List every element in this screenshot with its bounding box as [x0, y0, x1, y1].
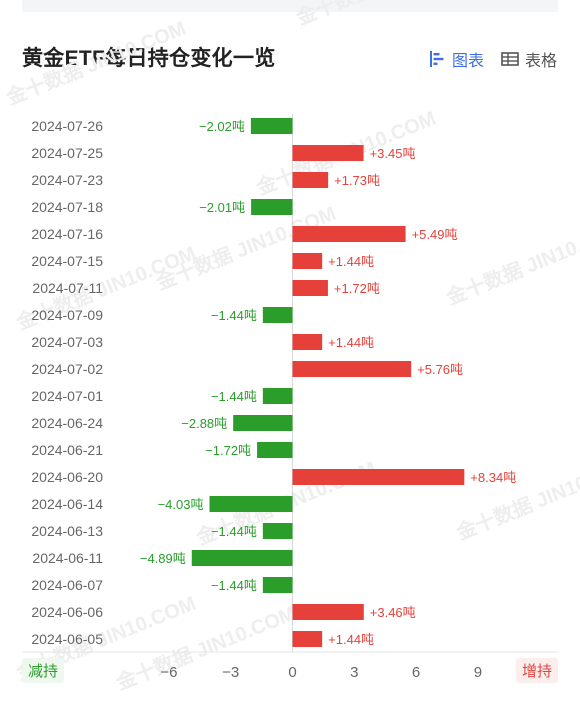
bar	[292, 280, 328, 296]
category-label: 2024-06-11	[32, 550, 103, 566]
data-label: −2.02吨	[199, 119, 245, 134]
data-label: −1.44吨	[211, 389, 257, 404]
top-strip	[22, 0, 558, 12]
category-label: 2024-07-01	[31, 388, 103, 404]
category-label: 2024-06-14	[31, 496, 103, 512]
category-label: 2024-07-16	[31, 226, 103, 242]
svg-text:金十数据 JIN10.COM: 金十数据 JIN10.COM	[442, 216, 580, 310]
x-tick-label: −3	[222, 664, 239, 681]
data-label: −1.44吨	[211, 578, 257, 593]
category-label: 2024-06-13	[31, 523, 103, 539]
category-label: 2024-07-09	[31, 307, 103, 323]
data-label: +1.44吨	[328, 335, 374, 350]
category-label: 2024-06-20	[31, 469, 103, 485]
bar	[251, 199, 293, 215]
data-label: −1.44吨	[211, 524, 257, 539]
bar	[257, 442, 293, 458]
data-label: −2.01吨	[199, 200, 245, 215]
bar	[292, 172, 329, 188]
data-label: −4.03吨	[158, 497, 204, 512]
category-label: 2024-06-06	[31, 604, 103, 620]
bar	[262, 577, 293, 593]
legend-increase: 增持	[516, 658, 559, 683]
category-label: 2024-06-24	[31, 415, 103, 431]
bar	[292, 226, 406, 242]
bar	[292, 604, 364, 620]
category-label: 2024-06-05	[31, 631, 103, 647]
category-label: 2024-07-03	[31, 334, 103, 350]
data-label: +1.44吨	[328, 632, 374, 647]
data-label: −2.88吨	[181, 416, 227, 431]
data-label: −1.44吨	[211, 308, 257, 323]
data-label: +1.73吨	[334, 173, 380, 188]
x-tick-label: 9	[474, 664, 482, 681]
category-label: 2024-07-25	[31, 145, 103, 161]
bar	[209, 496, 293, 512]
x-tick-label: 6	[412, 664, 420, 681]
category-label: 2024-07-23	[31, 172, 103, 188]
bar	[233, 415, 293, 431]
category-label: 2024-06-07	[31, 577, 103, 593]
legend-decrease: 减持	[22, 658, 65, 683]
data-label: +5.49吨	[412, 227, 458, 242]
data-label: +1.44吨	[328, 254, 374, 269]
data-label: +8.34吨	[470, 470, 516, 485]
category-label: 2024-07-18	[31, 199, 103, 215]
bar	[262, 388, 293, 404]
chart-view-label: 图表	[452, 53, 485, 70]
category-label: 2024-06-21	[31, 442, 103, 458]
category-label: 2024-07-02	[31, 361, 103, 377]
x-tick-label: 3	[350, 664, 358, 681]
svg-text:金十数据 JIN10.COM: 金十数据 JIN10.COM	[2, 16, 189, 110]
bar	[292, 469, 465, 485]
bar	[292, 145, 364, 161]
table-view-button[interactable]: 表格	[501, 47, 557, 71]
x-tick-label: 0	[288, 664, 296, 681]
category-label: 2024-07-15	[31, 253, 103, 269]
bar	[292, 334, 323, 350]
data-label: +3.46吨	[370, 605, 416, 620]
svg-text:金十数据 JIN10.COM: 金十数据 JIN10.COM	[452, 451, 580, 545]
chart-view-button[interactable]: 图表	[428, 47, 484, 71]
x-tick-label: −6	[160, 664, 177, 681]
category-label: 2024-07-26	[31, 118, 103, 134]
bar	[262, 307, 293, 323]
category-label: 2024-07-11	[32, 280, 103, 296]
data-label: −1.72吨	[205, 443, 251, 458]
table-view-label: 表格	[525, 53, 558, 70]
data-label: +3.45吨	[370, 146, 416, 161]
bar	[250, 118, 293, 134]
table-icon	[501, 52, 519, 66]
data-label: +1.72吨	[334, 281, 380, 296]
bar	[292, 361, 412, 377]
bar	[292, 631, 323, 647]
bar-chart-icon	[430, 51, 444, 67]
data-label: +5.76吨	[417, 362, 463, 377]
data-label: −4.89吨	[140, 551, 186, 566]
bar	[262, 523, 293, 539]
page-title: 黄金ETF每日持仓变化一览	[22, 47, 276, 70]
bar	[292, 253, 323, 269]
svg-text:金十数据 JIN10.COM: 金十数据 JIN10.COM	[292, 0, 479, 30]
bar	[191, 550, 293, 566]
